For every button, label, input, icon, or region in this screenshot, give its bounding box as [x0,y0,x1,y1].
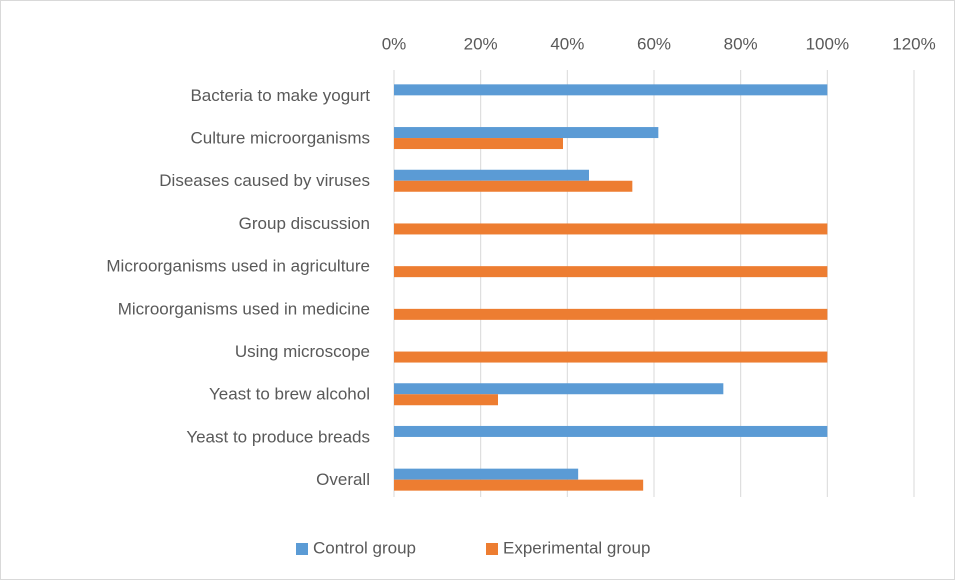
legend-label: Control group [313,538,416,557]
y-tick-label: Yeast to brew alcohol [209,385,370,404]
bar [394,169,589,181]
bar [394,468,579,480]
x-tick-label: 60% [637,34,671,53]
y-tick-label: Using microscope [235,342,370,361]
x-tick-label: 120% [892,34,935,53]
legend-label: Experimental group [503,538,650,557]
bar [394,351,828,363]
x-tick-label: 20% [464,34,498,53]
y-tick-label: Microorganisms used in medicine [118,299,370,318]
y-tick-label: Microorganisms used in agriculture [106,257,370,276]
y-tick-label: Culture microorganisms [191,129,371,148]
bar [394,138,563,150]
bar [394,84,828,96]
x-tick-label: 40% [550,34,584,53]
bar [394,223,828,235]
x-tick-label: 100% [806,34,849,53]
y-tick-label: Overall [316,470,370,489]
bar [394,394,498,406]
bar [394,383,724,395]
bar [394,180,633,192]
legend-swatch [296,543,308,555]
y-tick-label: Group discussion [239,214,370,233]
x-tick-label: 0% [382,34,407,53]
bar [394,266,828,278]
x-tick-label: 80% [724,34,758,53]
y-tick-label: Bacteria to make yogurt [190,86,370,105]
y-tick-label: Yeast to produce breads [186,427,370,446]
legend-swatch [486,543,498,555]
bar [394,425,828,437]
y-tick-label: Diseases caused by viruses [159,171,370,190]
bar [394,127,659,139]
bar [394,479,644,491]
bar [394,308,828,320]
